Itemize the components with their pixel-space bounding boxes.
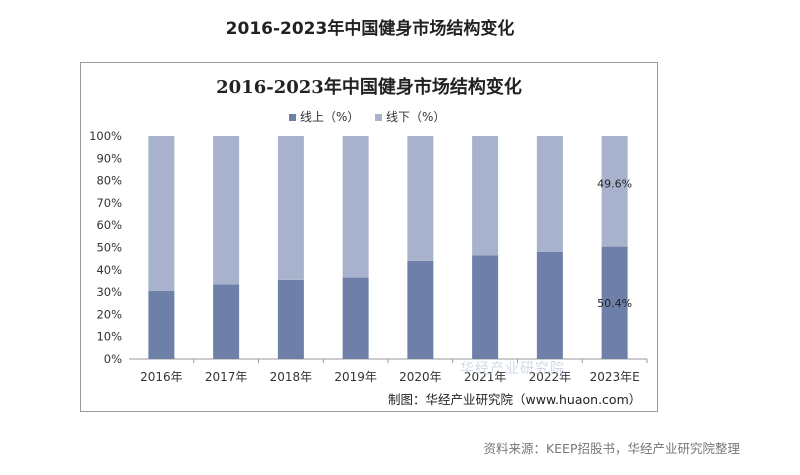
bar-online (342, 277, 369, 359)
y-tick-label: 50% (96, 241, 122, 255)
y-tick-label: 100% (89, 129, 122, 143)
chart-title: 2016-2023年中国健身市场结构变化 (216, 76, 522, 98)
bar-offline (472, 136, 499, 256)
bar-offline (601, 136, 628, 247)
y-tick-label: 20% (96, 307, 122, 321)
bar-online (536, 251, 563, 359)
y-tick-label: 70% (96, 196, 122, 210)
y-tick-label: 10% (96, 330, 122, 344)
x-tick-label: 2016年 (140, 370, 183, 384)
bar-online (213, 284, 240, 359)
bar-offline (342, 136, 369, 278)
bar-online (407, 260, 434, 359)
x-tick-label: 2017年 (205, 370, 248, 384)
bar-online (601, 246, 628, 359)
bar-offline (213, 136, 240, 285)
data-label: 50.4% (597, 297, 632, 310)
x-tick-label: 2023年E (590, 370, 640, 384)
bar-offline (536, 136, 563, 252)
x-tick-label: 2021年 (464, 370, 507, 384)
x-tick-label: 2018年 (270, 370, 313, 384)
y-tick-label: 80% (96, 174, 122, 188)
y-tick-label: 60% (96, 218, 122, 232)
legend-label: 线下（%） (386, 110, 445, 124)
data-label: 49.6% (597, 177, 632, 190)
bar-offline (148, 136, 175, 291)
x-tick-label: 2022年 (529, 370, 572, 384)
legend-swatch (375, 114, 382, 121)
bar-offline (277, 136, 304, 280)
x-tick-label: 2020年 (399, 370, 442, 384)
y-tick-label: 0% (104, 352, 122, 366)
y-tick-label: 90% (96, 151, 122, 165)
legend-swatch (289, 114, 296, 121)
bar-offline (407, 136, 434, 261)
legend-label: 线上（%） (300, 110, 359, 124)
bar-online (277, 279, 304, 359)
x-tick-label: 2019年 (334, 370, 377, 384)
y-tick-label: 40% (96, 263, 122, 277)
bar-online (472, 255, 499, 359)
source-note: 资料来源：KEEP招股书，华经产业研究院整理 (483, 441, 740, 456)
page-title: 2016-2023年中国健身市场结构变化 (225, 19, 515, 39)
watermark: 华经产业研究院 (460, 361, 565, 377)
chart-credit: 制图：华经产业研究院（www.huaon.com） (388, 392, 642, 407)
bar-online (148, 290, 175, 359)
chart-frame: 2016-2023年中国健身市场结构变化线上（%） 线下（%） 0% 10% 20% 30… (80, 62, 658, 412)
y-tick-label: 30% (96, 285, 122, 299)
